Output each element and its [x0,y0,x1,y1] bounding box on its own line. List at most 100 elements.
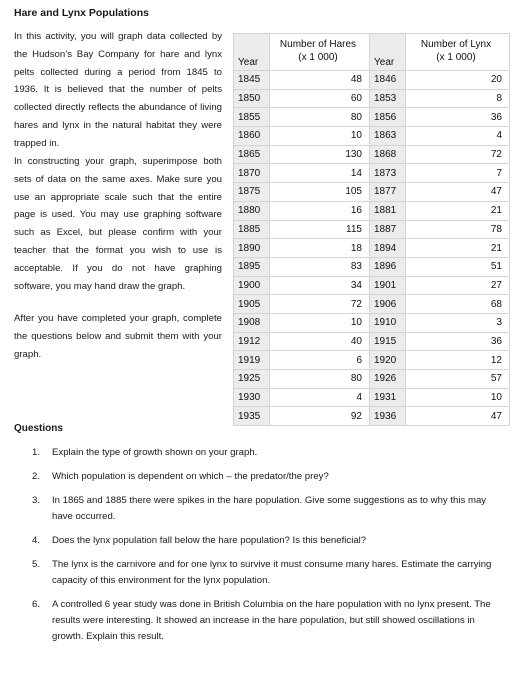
hare-count-cell: 130 [269,144,370,165]
lynx-count-cell: 3 [405,312,510,333]
lynx-count-cell: 21 [405,200,510,221]
hare-year-cell: 1925 [233,369,270,389]
hare-count-cell: 48 [269,70,370,90]
hare-count-cell: 16 [269,200,370,221]
question-text: Does the lynx population fall below the … [52,535,367,546]
questions-list: 1. Explain the type of growth shown on yo… [20,445,500,653]
lynx-count-cell: 12 [405,350,510,370]
lynx-count-cell: 10 [405,387,510,408]
question-item: 5. The lynx is the carnivore and for one … [20,557,500,589]
population-data-table: Year Number of Hares (x 1 000) Year Numb… [233,33,510,427]
question-text: A controlled 6 year study was done in Br… [52,599,491,642]
lynx-year-cell: 1936 [369,406,406,427]
instructions-paragraph: In constructing your graph, superimpose … [14,156,222,292]
lynx-count-cell: 4 [405,126,510,146]
table-row: 1885 115 1887 78 [233,219,510,240]
table-row: 1925 80 1926 57 [233,369,510,389]
table-row: 1870 14 1873 7 [233,163,510,184]
hare-year-cell: 1895 [233,256,270,277]
question-item: 3. In 1865 and 1885 there were spikes in … [20,493,500,525]
question-item: 2. Which population is dependent on which… [20,469,500,485]
submission-paragraph: After you have completed your graph, com… [14,313,222,360]
hare-year-cell: 1900 [233,275,270,296]
hare-year-cell: 1880 [233,200,270,221]
lynx-year-cell: 1896 [369,256,406,277]
page-title: Hare and Lynx Populations [14,7,149,19]
hare-year-cell: 1875 [233,182,270,202]
lynx-year-cell: 1853 [369,88,406,109]
lynx-count-cell: 36 [405,331,510,352]
question-text: Explain the type of growth shown on your… [52,447,258,458]
table-row: 1875 105 1877 47 [233,182,510,202]
table-row: 1895 83 1896 51 [233,256,510,277]
hare-count-cell: 80 [269,369,370,389]
hare-year-cell: 1919 [233,350,270,370]
table-row: 1905 72 1906 68 [233,294,510,314]
hare-year-cell: 1845 [233,70,270,90]
hare-count-cell: 4 [269,387,370,408]
question-text: Which population is dependent on which –… [52,471,329,482]
hare-count-cell: 92 [269,406,370,427]
question-item: 4. Does the lynx population fall below th… [20,533,500,549]
hare-year-cell: 1905 [233,294,270,314]
lynx-year-cell: 1920 [369,350,406,370]
question-number: 6. [32,599,41,610]
table-header-row: Year Number of Hares (x 1 000) Year Numb… [233,33,510,71]
table-row: 1908 10 1910 3 [233,312,510,333]
table-row: 1890 18 1894 21 [233,238,510,258]
hare-year-cell: 1850 [233,88,270,109]
hare-year-cell: 1885 [233,219,270,240]
lynx-count-cell: 47 [405,406,510,427]
lynx-year-cell: 1887 [369,219,406,240]
hares-header: Number of Hares (x 1 000) [269,33,370,71]
hare-year-cell: 1890 [233,238,270,258]
hare-count-cell: 10 [269,312,370,333]
question-item: 6. A controlled 6 year study was done in … [20,597,500,645]
lynx-count-cell: 21 [405,238,510,258]
lynx-count-cell: 7 [405,163,510,184]
hare-year-cell: 1865 [233,144,270,165]
lynx-year-cell: 1894 [369,238,406,258]
lynx-count-cell: 68 [405,294,510,314]
lynx-count-cell: 72 [405,144,510,165]
question-number: 3. [32,495,41,506]
table-row: 1850 60 1853 8 [233,88,510,109]
lynx-count-cell: 47 [405,182,510,202]
lynx-count-cell: 27 [405,275,510,296]
question-number: 1. [32,447,41,458]
hare-count-cell: 40 [269,331,370,352]
hare-count-cell: 34 [269,275,370,296]
table-row: 1880 16 1881 21 [233,200,510,221]
lynx-year-cell: 1906 [369,294,406,314]
hare-count-cell: 115 [269,219,370,240]
question-number: 5. [32,559,41,570]
hare-year-cell: 1935 [233,406,270,427]
lynx-year-cell: 1931 [369,387,406,408]
lynx-year-cell: 1915 [369,331,406,352]
hare-count-cell: 105 [269,182,370,202]
hare-count-cell: 80 [269,107,370,128]
lynx-count-cell: 8 [405,88,510,109]
lynx-count-cell: 78 [405,219,510,240]
lynx-year-cell: 1926 [369,369,406,389]
lynx-header-line2: (x 1 000) [436,52,476,63]
hare-year-header: Year [233,33,270,71]
hare-count-cell: 6 [269,350,370,370]
lynx-year-cell: 1910 [369,312,406,333]
hare-year-cell: 1930 [233,387,270,408]
table-row: 1865 130 1868 72 [233,144,510,165]
intro-paragraph: In this activity, you will graph data co… [14,31,222,149]
question-item: 1. Explain the type of growth shown on yo… [20,445,500,461]
lynx-year-cell: 1863 [369,126,406,146]
lynx-year-cell: 1881 [369,200,406,221]
hare-count-cell: 72 [269,294,370,314]
lynx-year-cell: 1873 [369,163,406,184]
table-row: 1855 80 1856 36 [233,107,510,128]
hare-year-cell: 1912 [233,331,270,352]
table-row: 1845 48 1846 20 [233,70,510,90]
table-row: 1930 4 1931 10 [233,387,510,408]
questions-heading: Questions [14,423,63,434]
hare-count-cell: 60 [269,88,370,109]
lynx-year-cell: 1856 [369,107,406,128]
